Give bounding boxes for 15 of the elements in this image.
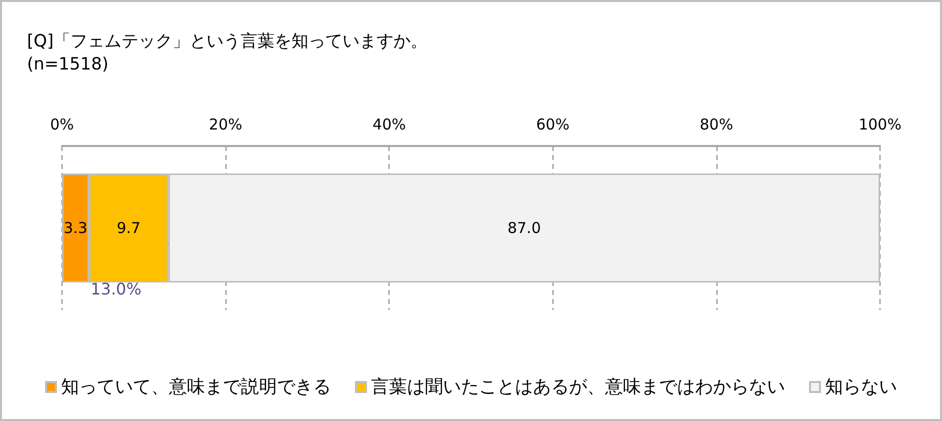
data-label: 87.0: [507, 219, 541, 237]
legend-label: 言葉は聞いたことはあるが、意味まではわからない: [371, 376, 785, 398]
data-label: 9.7: [116, 219, 141, 237]
x-tick-label: 60%: [536, 116, 570, 134]
legend-label: 知っていて、意味まで説明できる: [61, 376, 331, 398]
x-tick-label: 0%: [50, 116, 74, 134]
x-tick-label: 100%: [858, 116, 902, 134]
legend-label: 知らない: [825, 376, 897, 398]
chart-title: [Q]「フェムテック」という言葉を知っていますか。: [27, 32, 428, 52]
chart-subtitle: (n=1518): [27, 54, 109, 74]
annotation: 13.0%: [90, 280, 142, 298]
x-tick-label: 40%: [372, 116, 406, 134]
x-tick-label: 20%: [208, 116, 242, 134]
data-label: 3.3: [64, 219, 88, 237]
x-tick-label: 80%: [700, 116, 734, 134]
